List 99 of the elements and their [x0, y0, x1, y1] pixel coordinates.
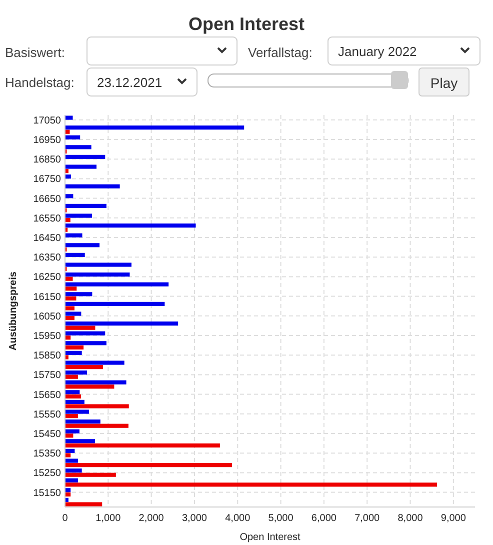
bar — [65, 360, 124, 365]
bar — [65, 390, 80, 394]
text: Basiswert: — [5, 45, 65, 60]
x-tick-label: 8,000 — [398, 513, 424, 524]
bar — [65, 194, 74, 198]
bar — [65, 355, 68, 360]
bar — [65, 468, 82, 473]
bar — [65, 272, 130, 277]
dropdown-field: 23.12.2021 — [86, 68, 198, 96]
bar — [65, 453, 71, 458]
bar — [65, 276, 73, 281]
bar — [65, 350, 82, 355]
bar — [65, 326, 96, 330]
bar — [65, 145, 92, 150]
x-tick-label: 6,000 — [311, 513, 337, 524]
bar — [65, 482, 438, 487]
bar — [65, 233, 82, 238]
y-tick-label: 15750 — [33, 370, 62, 382]
chart-title: Open Interest — [188, 14, 305, 34]
y-tick-label: 15450 — [33, 429, 62, 440]
bar — [65, 262, 132, 267]
text: Handelstag: — [5, 75, 74, 90]
bar — [65, 331, 106, 336]
x-tick-label: 7,000 — [354, 513, 380, 524]
bar — [65, 302, 165, 306]
bar — [65, 429, 80, 434]
y-tick-label: 17050 — [33, 115, 62, 126]
bar — [65, 286, 77, 291]
bar — [65, 224, 196, 228]
y-tick-label: 16350 — [33, 252, 62, 264]
bar — [65, 472, 116, 477]
y-tick-label: 15850 — [33, 350, 62, 362]
bar — [65, 341, 106, 346]
y-tick-label: 15150 — [33, 488, 62, 499]
y-tick-label: 16750 — [33, 174, 62, 186]
bar — [65, 424, 128, 428]
bar — [65, 394, 81, 398]
bar — [65, 448, 75, 453]
bar — [65, 316, 74, 320]
x-tick-label: 3,000 — [182, 513, 208, 524]
bar — [65, 252, 85, 257]
x-tick-label: 9,000 — [440, 513, 466, 524]
y-tick-label: 16550 — [33, 213, 62, 224]
bar — [65, 502, 102, 506]
bar — [65, 345, 84, 350]
bar — [65, 478, 78, 482]
y-axis-title: Ausübungspreis — [8, 271, 19, 350]
bar — [65, 439, 95, 444]
bar — [65, 164, 97, 169]
x-tick-label: 1,000 — [96, 513, 122, 524]
dropdown-field: January 2022 — [328, 36, 480, 66]
y-tick-label: 16150 — [33, 292, 62, 303]
bar — [65, 365, 103, 370]
text: Verfallstag: — [248, 45, 312, 60]
y-tick-label: 15550 — [33, 409, 62, 420]
bar — [65, 204, 106, 208]
bar — [65, 292, 92, 296]
x-tick-label: 2,000 — [138, 513, 164, 524]
y-tick-label: 16950 — [33, 135, 62, 146]
button: Play — [418, 68, 470, 96]
bar — [65, 458, 78, 463]
bar — [65, 322, 178, 326]
bar — [65, 463, 232, 468]
bar — [65, 420, 100, 424]
bar — [65, 282, 169, 286]
y-tick-label: 15950 — [33, 331, 62, 342]
bar — [65, 380, 126, 384]
y-tick-label: 15350 — [33, 448, 62, 460]
bar — [65, 214, 92, 218]
bar — [65, 126, 244, 130]
x-tick-label: 4,000 — [225, 513, 251, 524]
bar — [65, 218, 70, 222]
bar — [65, 296, 76, 300]
bar — [65, 443, 220, 448]
bar — [65, 374, 78, 379]
y-tick-label: 15250 — [33, 468, 62, 480]
bar — [65, 384, 114, 389]
bar — [65, 135, 80, 140]
bar — [65, 400, 84, 404]
bar — [65, 312, 82, 316]
bar — [65, 243, 100, 248]
x-tick-label: 5,000 — [268, 513, 294, 524]
y-tick-label: 16050 — [33, 311, 62, 322]
x-tick-label: 0 — [62, 513, 68, 524]
bar — [65, 306, 74, 310]
x-axis-title: Open Interest — [240, 532, 301, 543]
bar — [65, 184, 120, 188]
y-tick-label: 16450 — [33, 233, 62, 244]
bar — [65, 116, 73, 120]
y-tick-label: 15650 — [33, 390, 62, 401]
bar — [65, 370, 88, 375]
bar — [65, 410, 89, 414]
bar — [65, 414, 78, 418]
bar — [65, 434, 74, 438]
bar — [65, 404, 129, 408]
y-tick-label: 16850 — [33, 154, 62, 166]
bar — [65, 154, 106, 159]
y-tick-label: 16650 — [33, 194, 62, 205]
y-tick-label: 16250 — [33, 272, 62, 284]
